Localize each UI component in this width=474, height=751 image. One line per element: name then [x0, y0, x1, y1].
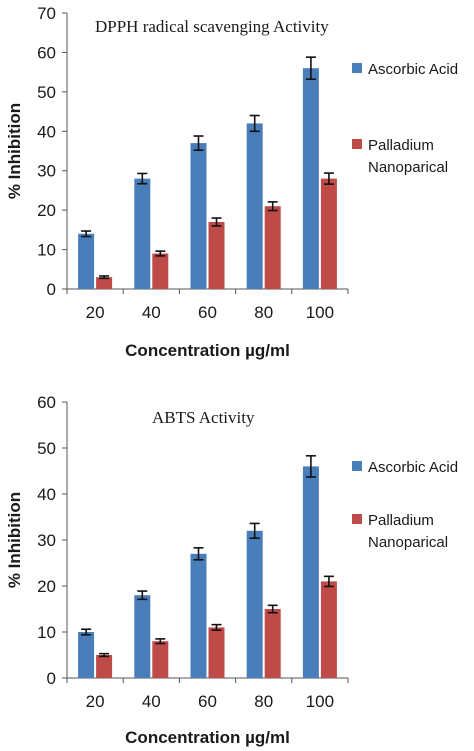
- x-tick-label: 20: [86, 303, 105, 322]
- bar-palladium-nanoparical: [264, 609, 281, 678]
- bar-palladium-nanoparical: [96, 655, 113, 678]
- x-tick-label: 20: [86, 692, 105, 711]
- x-tick-label: 60: [198, 692, 217, 711]
- x-tick-label: 80: [254, 692, 273, 711]
- dpph-chart: 0 10 20 30 40 50 60 70 20 40 60 80 100 DPPH radical s…: [0, 0, 474, 370]
- bar-palladium-nanoparical: [264, 206, 281, 289]
- y-tick-label: 30: [37, 162, 56, 181]
- bar-palladium-nanoparical: [96, 277, 113, 289]
- x-tick-label: 60: [198, 303, 217, 322]
- x-tick-label: 100: [306, 692, 334, 711]
- legend-swatch-palladium-nanoparical: [352, 514, 362, 524]
- bar-ascorbic-acid: [134, 178, 151, 289]
- bar-ascorbic-acid: [246, 123, 263, 290]
- y-tick-label: 40: [37, 122, 56, 141]
- x-tick-label: 80: [254, 303, 273, 322]
- legend-label-ascorbic-acid: Ascorbic Acid: [368, 459, 458, 476]
- x-tick-label: 40: [142, 303, 161, 322]
- legend-label-ascorbic-acid: Ascorbic Acid: [368, 61, 458, 78]
- y-tick-label: 30: [37, 531, 56, 550]
- x-tick-label: 40: [142, 692, 161, 711]
- x-axis-title: Concentration µg/ml: [125, 728, 290, 747]
- y-tick-label: 60: [37, 43, 56, 62]
- y-tick-label: 60: [37, 393, 56, 412]
- legend-label-palladium-nanoparical: Palladium Nanoparical: [368, 137, 448, 176]
- legend-swatch-ascorbic-acid: [352, 63, 362, 73]
- y-tick-label: 10: [37, 241, 56, 260]
- bar-palladium-nanoparical: [320, 581, 337, 678]
- bar-ascorbic-acid: [246, 530, 263, 678]
- bar-ascorbic-acid: [78, 233, 95, 289]
- y-tick-label: 0: [47, 280, 56, 299]
- y-tick-label: 50: [37, 83, 56, 102]
- abts-chart-svg: 0 10 20 30 40 50 60 20 40 60 80 100 ABTS Activity Con…: [5, 393, 458, 747]
- bar-ascorbic-acid: [190, 553, 207, 678]
- bar-ascorbic-acid: [302, 68, 319, 289]
- bar-ascorbic-acid: [134, 595, 151, 678]
- bar-palladium-nanoparical: [208, 627, 225, 678]
- bar-palladium-nanoparical: [320, 178, 337, 289]
- chart-title: DPPH radical scavenging Activity: [95, 17, 329, 36]
- abts-chart: 0 10 20 30 40 50 60 20 40 60 80 100 ABTS Activity Con…: [0, 382, 474, 751]
- chart-title: ABTS Activity: [152, 408, 255, 427]
- y-tick-label: 10: [37, 623, 56, 642]
- bar-palladium-nanoparical: [208, 221, 225, 289]
- legend-swatch-ascorbic-acid: [352, 461, 362, 471]
- y-axis-title: % Inhibition: [5, 492, 24, 588]
- y-axis-title: % Inhibition: [5, 103, 24, 199]
- bar-palladium-nanoparical: [152, 253, 169, 289]
- legend-swatch-palladium-nanoparical: [352, 139, 362, 149]
- bar-palladium-nanoparical: [152, 641, 169, 678]
- bar-ascorbic-acid: [190, 143, 207, 289]
- bar-ascorbic-acid: [302, 466, 319, 678]
- y-tick-label: 50: [37, 439, 56, 458]
- y-tick-label: 0: [47, 669, 56, 688]
- x-tick-label: 100: [306, 303, 334, 322]
- y-tick-label: 20: [37, 201, 56, 220]
- y-tick-label: 40: [37, 485, 56, 504]
- x-axis-title: Concentration µg/ml: [125, 341, 290, 360]
- dpph-chart-svg: 0 10 20 30 40 50 60 70 20 40 60 80 100 DPPH radical s…: [5, 4, 458, 360]
- y-tick-label: 20: [37, 577, 56, 596]
- bar-ascorbic-acid: [78, 632, 95, 678]
- legend-label-palladium-nanoparical: Palladium Nanoparical: [368, 512, 448, 551]
- y-tick-label: 70: [37, 4, 56, 23]
